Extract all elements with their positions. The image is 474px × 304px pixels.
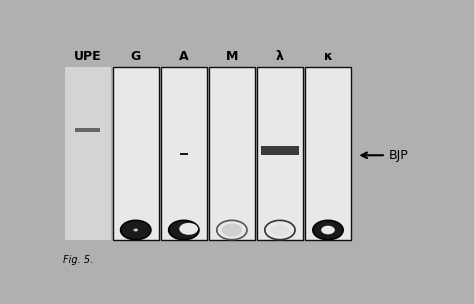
Text: Fig. 5.: Fig. 5.: [63, 255, 93, 265]
Text: A: A: [179, 50, 189, 63]
Bar: [161, 67, 207, 240]
Bar: [161, 67, 207, 240]
Bar: [113, 67, 159, 240]
Text: UPE: UPE: [74, 50, 101, 63]
Circle shape: [120, 220, 151, 240]
Bar: [180, 153, 188, 155]
Circle shape: [313, 220, 343, 240]
Bar: [257, 67, 303, 240]
Circle shape: [321, 226, 335, 234]
Bar: [75, 128, 100, 132]
Text: λ: λ: [276, 50, 284, 63]
Circle shape: [265, 220, 295, 240]
Text: κ: κ: [324, 50, 332, 63]
Circle shape: [271, 224, 289, 236]
Bar: [209, 67, 255, 240]
Circle shape: [179, 223, 198, 235]
Text: G: G: [131, 50, 141, 63]
Circle shape: [217, 220, 247, 240]
Text: BJP: BJP: [389, 149, 409, 162]
Bar: [261, 146, 299, 155]
Bar: [305, 67, 351, 240]
Bar: [305, 67, 351, 240]
Bar: [65, 67, 110, 240]
Circle shape: [134, 229, 138, 231]
Bar: [257, 67, 303, 240]
Bar: [113, 67, 159, 240]
Circle shape: [221, 223, 242, 237]
Bar: [209, 67, 255, 240]
Circle shape: [169, 220, 199, 240]
Text: M: M: [226, 50, 238, 63]
